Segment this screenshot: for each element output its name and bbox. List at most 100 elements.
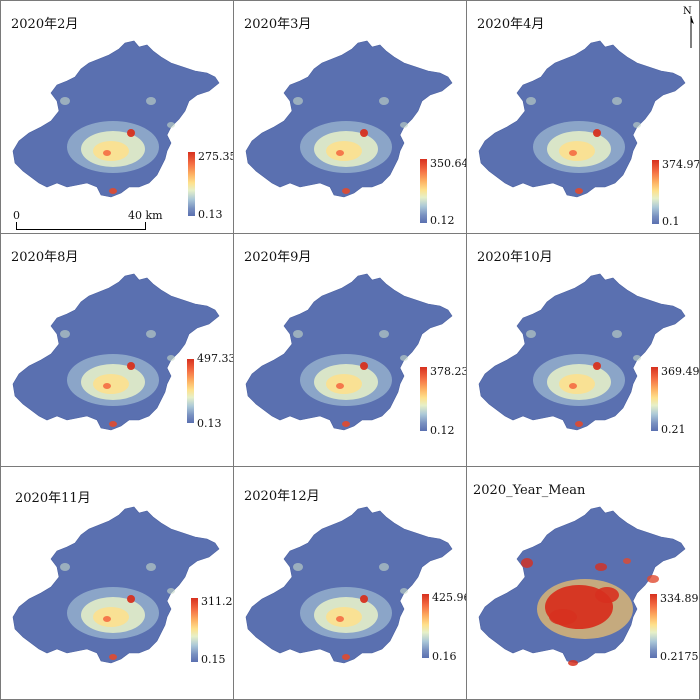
legend-color-bar (651, 367, 658, 431)
beijing-map-nov (12, 506, 220, 664)
urban-core (559, 374, 595, 394)
region-outline (478, 273, 686, 431)
suburb-glow (526, 330, 536, 338)
panel-title: 2020年9月 (244, 250, 312, 265)
legend-min-value: 0.12 (430, 214, 455, 227)
suburb-glow (400, 355, 408, 361)
beijing-map-apr (478, 40, 686, 198)
suburb-glow (293, 563, 303, 571)
urban-core (93, 141, 129, 161)
suburb-glow (60, 563, 70, 571)
suburb-glow (167, 355, 175, 361)
north-arrow-label: N (683, 6, 692, 17)
airport-hotspot (109, 188, 117, 194)
region-outline (245, 273, 453, 431)
legend-min-value: 0.13 (198, 208, 223, 221)
urban-core (326, 374, 362, 394)
beijing-map-oct (478, 273, 686, 431)
panel-title: 2020年3月 (244, 17, 312, 32)
suburb-glow (612, 97, 622, 105)
urban-core (595, 587, 619, 603)
suburb-hotspot (623, 558, 631, 564)
urban-core (549, 609, 577, 625)
airport-hotspot (342, 188, 350, 194)
hotspot (360, 129, 368, 137)
urban-center (336, 616, 344, 622)
region-outline (245, 506, 453, 664)
suburb-glow (60, 330, 70, 338)
north-arrow: N (683, 4, 697, 50)
map-panel-mar: 2020年3月 350.64 0.12 (233, 0, 467, 234)
suburb-hotspot (521, 558, 533, 568)
hotspot (593, 129, 601, 137)
legend-min-value: 0.15 (201, 653, 226, 666)
beijing-map-feb (12, 40, 220, 198)
legend-min-value: 0.13 (197, 417, 222, 430)
legend-max-value: 497.33 (197, 352, 234, 365)
region-outline (12, 273, 220, 431)
beijing-map-sep (245, 273, 453, 431)
legend-min-value: 0.12 (430, 424, 455, 437)
suburb-glow (612, 330, 622, 338)
airport-hotspot (342, 421, 350, 427)
airport-hotspot (342, 654, 350, 660)
urban-center (103, 383, 111, 389)
map-panel-oct: 2020年10月 369.49 0.21 (466, 233, 700, 467)
urban-core (559, 141, 595, 161)
legend-color-bar (652, 160, 659, 224)
urban-core (93, 607, 129, 627)
region-outline (478, 40, 686, 198)
map-panel-sep: 2020年9月 378.23 0.12 (233, 233, 467, 467)
legend-min-value: 0.1 (662, 215, 680, 228)
region-outline (245, 40, 453, 198)
hotspot (593, 362, 601, 370)
beijing-map-aug (12, 273, 220, 431)
airport-hotspot (109, 654, 117, 660)
airport-hotspot (109, 421, 117, 427)
panel-title: 2020年8月 (11, 250, 79, 265)
legend-max-value: 374.97 (662, 158, 700, 171)
suburb-glow (167, 122, 175, 128)
legend-max-value: 334.89 (660, 592, 699, 605)
scale-bar-start: 0 (13, 209, 20, 222)
suburb-glow (400, 122, 408, 128)
urban-center (336, 150, 344, 156)
map-panel-aug: 2020年8月 497.33 0.13 (0, 233, 234, 467)
hotspot (127, 595, 135, 603)
suburb-hotspot (647, 575, 659, 583)
suburb-glow (167, 588, 175, 594)
suburb-hotspot (595, 563, 607, 571)
panel-title: 2020_Year_Mean (473, 483, 586, 498)
beijing-map-mar (245, 40, 453, 198)
panel-title: 2020年12月 (244, 489, 320, 504)
legend-color-bar (420, 367, 427, 431)
hotspot (360, 362, 368, 370)
suburb-glow (379, 330, 389, 338)
urban-center (336, 383, 344, 389)
map-panel-dec: 2020年12月 425.96 0.16 (233, 466, 467, 700)
suburb-glow (146, 97, 156, 105)
airport-hotspot (568, 660, 578, 666)
urban-core (326, 607, 362, 627)
beijing-map-year-mean (478, 506, 686, 666)
legend-min-value: 0.16 (432, 650, 457, 663)
urban-center (569, 383, 577, 389)
legend-color-bar (650, 594, 657, 658)
suburb-glow (146, 563, 156, 571)
suburb-glow (60, 97, 70, 105)
panel-title: 2020年11月 (15, 491, 91, 506)
map-panel-year-mean: 2020_Year_Mean 334.89 0.2175 (466, 466, 700, 700)
legend-max-value: 369.49 (661, 365, 700, 378)
panel-title: 2020年10月 (477, 250, 553, 265)
suburb-glow (293, 330, 303, 338)
suburb-glow (633, 122, 641, 128)
urban-core (93, 374, 129, 394)
suburb-glow (633, 355, 641, 361)
panel-title: 2020年2月 (11, 17, 79, 32)
hotspot (127, 362, 135, 370)
suburb-glow (293, 97, 303, 105)
legend-min-value: 0.21 (661, 423, 686, 436)
airport-hotspot (575, 421, 583, 427)
urban-center (103, 616, 111, 622)
